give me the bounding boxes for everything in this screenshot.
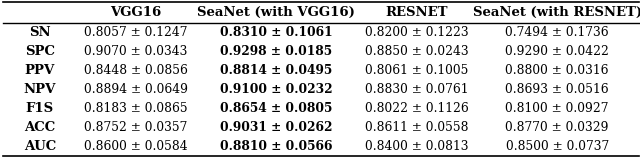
- Text: 0.8770 ± 0.0329: 0.8770 ± 0.0329: [506, 121, 609, 134]
- Text: 0.8693 ± 0.0516: 0.8693 ± 0.0516: [506, 83, 609, 96]
- Text: 0.8800 ± 0.0316: 0.8800 ± 0.0316: [506, 64, 609, 77]
- Text: 0.8448 ± 0.0856: 0.8448 ± 0.0856: [84, 64, 188, 77]
- Text: 0.8830 ± 0.0761: 0.8830 ± 0.0761: [365, 83, 468, 96]
- Text: 0.8611 ± 0.0558: 0.8611 ± 0.0558: [365, 121, 468, 134]
- Text: 0.8100 ± 0.0927: 0.8100 ± 0.0927: [506, 102, 609, 115]
- Text: 0.9100 ± 0.0232: 0.9100 ± 0.0232: [220, 83, 332, 96]
- Text: 0.9298 ± 0.0185: 0.9298 ± 0.0185: [220, 45, 332, 58]
- Text: 0.8600 ± 0.0584: 0.8600 ± 0.0584: [84, 140, 188, 153]
- Text: 0.8310 ± 0.1061: 0.8310 ± 0.1061: [220, 26, 332, 39]
- Text: SPC: SPC: [25, 45, 55, 58]
- Text: 0.8654 ± 0.0805: 0.8654 ± 0.0805: [220, 102, 332, 115]
- Text: 0.8500 ± 0.0737: 0.8500 ± 0.0737: [506, 140, 609, 153]
- Text: 0.7494 ± 0.1736: 0.7494 ± 0.1736: [506, 26, 609, 39]
- Text: 0.8814 ± 0.0495: 0.8814 ± 0.0495: [220, 64, 332, 77]
- Text: AUC: AUC: [24, 140, 56, 153]
- Text: 0.8400 ± 0.0813: 0.8400 ± 0.0813: [365, 140, 468, 153]
- Text: 0.9031 ± 0.0262: 0.9031 ± 0.0262: [220, 121, 332, 134]
- Text: 0.8061 ± 0.1005: 0.8061 ± 0.1005: [365, 64, 468, 77]
- Text: RESNET: RESNET: [385, 6, 448, 19]
- Text: 0.8200 ± 0.1223: 0.8200 ± 0.1223: [365, 26, 468, 39]
- Text: VGG16: VGG16: [110, 6, 161, 19]
- Text: SeaNet (with RESNET): SeaNet (with RESNET): [473, 6, 640, 19]
- Text: 0.8057 ± 0.1247: 0.8057 ± 0.1247: [84, 26, 188, 39]
- Text: 0.9070 ± 0.0343: 0.9070 ± 0.0343: [84, 45, 187, 58]
- Text: 0.8810 ± 0.0566: 0.8810 ± 0.0566: [220, 140, 332, 153]
- Text: ACC: ACC: [24, 121, 56, 134]
- Text: 0.8022 ± 0.1126: 0.8022 ± 0.1126: [365, 102, 468, 115]
- Text: PPV: PPV: [25, 64, 55, 77]
- Text: 0.9290 ± 0.0422: 0.9290 ± 0.0422: [505, 45, 609, 58]
- Text: 0.8850 ± 0.0243: 0.8850 ± 0.0243: [365, 45, 468, 58]
- Text: 0.8894 ± 0.0649: 0.8894 ± 0.0649: [83, 83, 188, 96]
- Text: 0.8752 ± 0.0357: 0.8752 ± 0.0357: [84, 121, 187, 134]
- Text: NPV: NPV: [24, 83, 56, 96]
- Text: SN: SN: [29, 26, 51, 39]
- Text: SeaNet (with VGG16): SeaNet (with VGG16): [197, 6, 355, 19]
- Text: 0.8183 ± 0.0865: 0.8183 ± 0.0865: [84, 102, 188, 115]
- Text: F1S: F1S: [26, 102, 54, 115]
